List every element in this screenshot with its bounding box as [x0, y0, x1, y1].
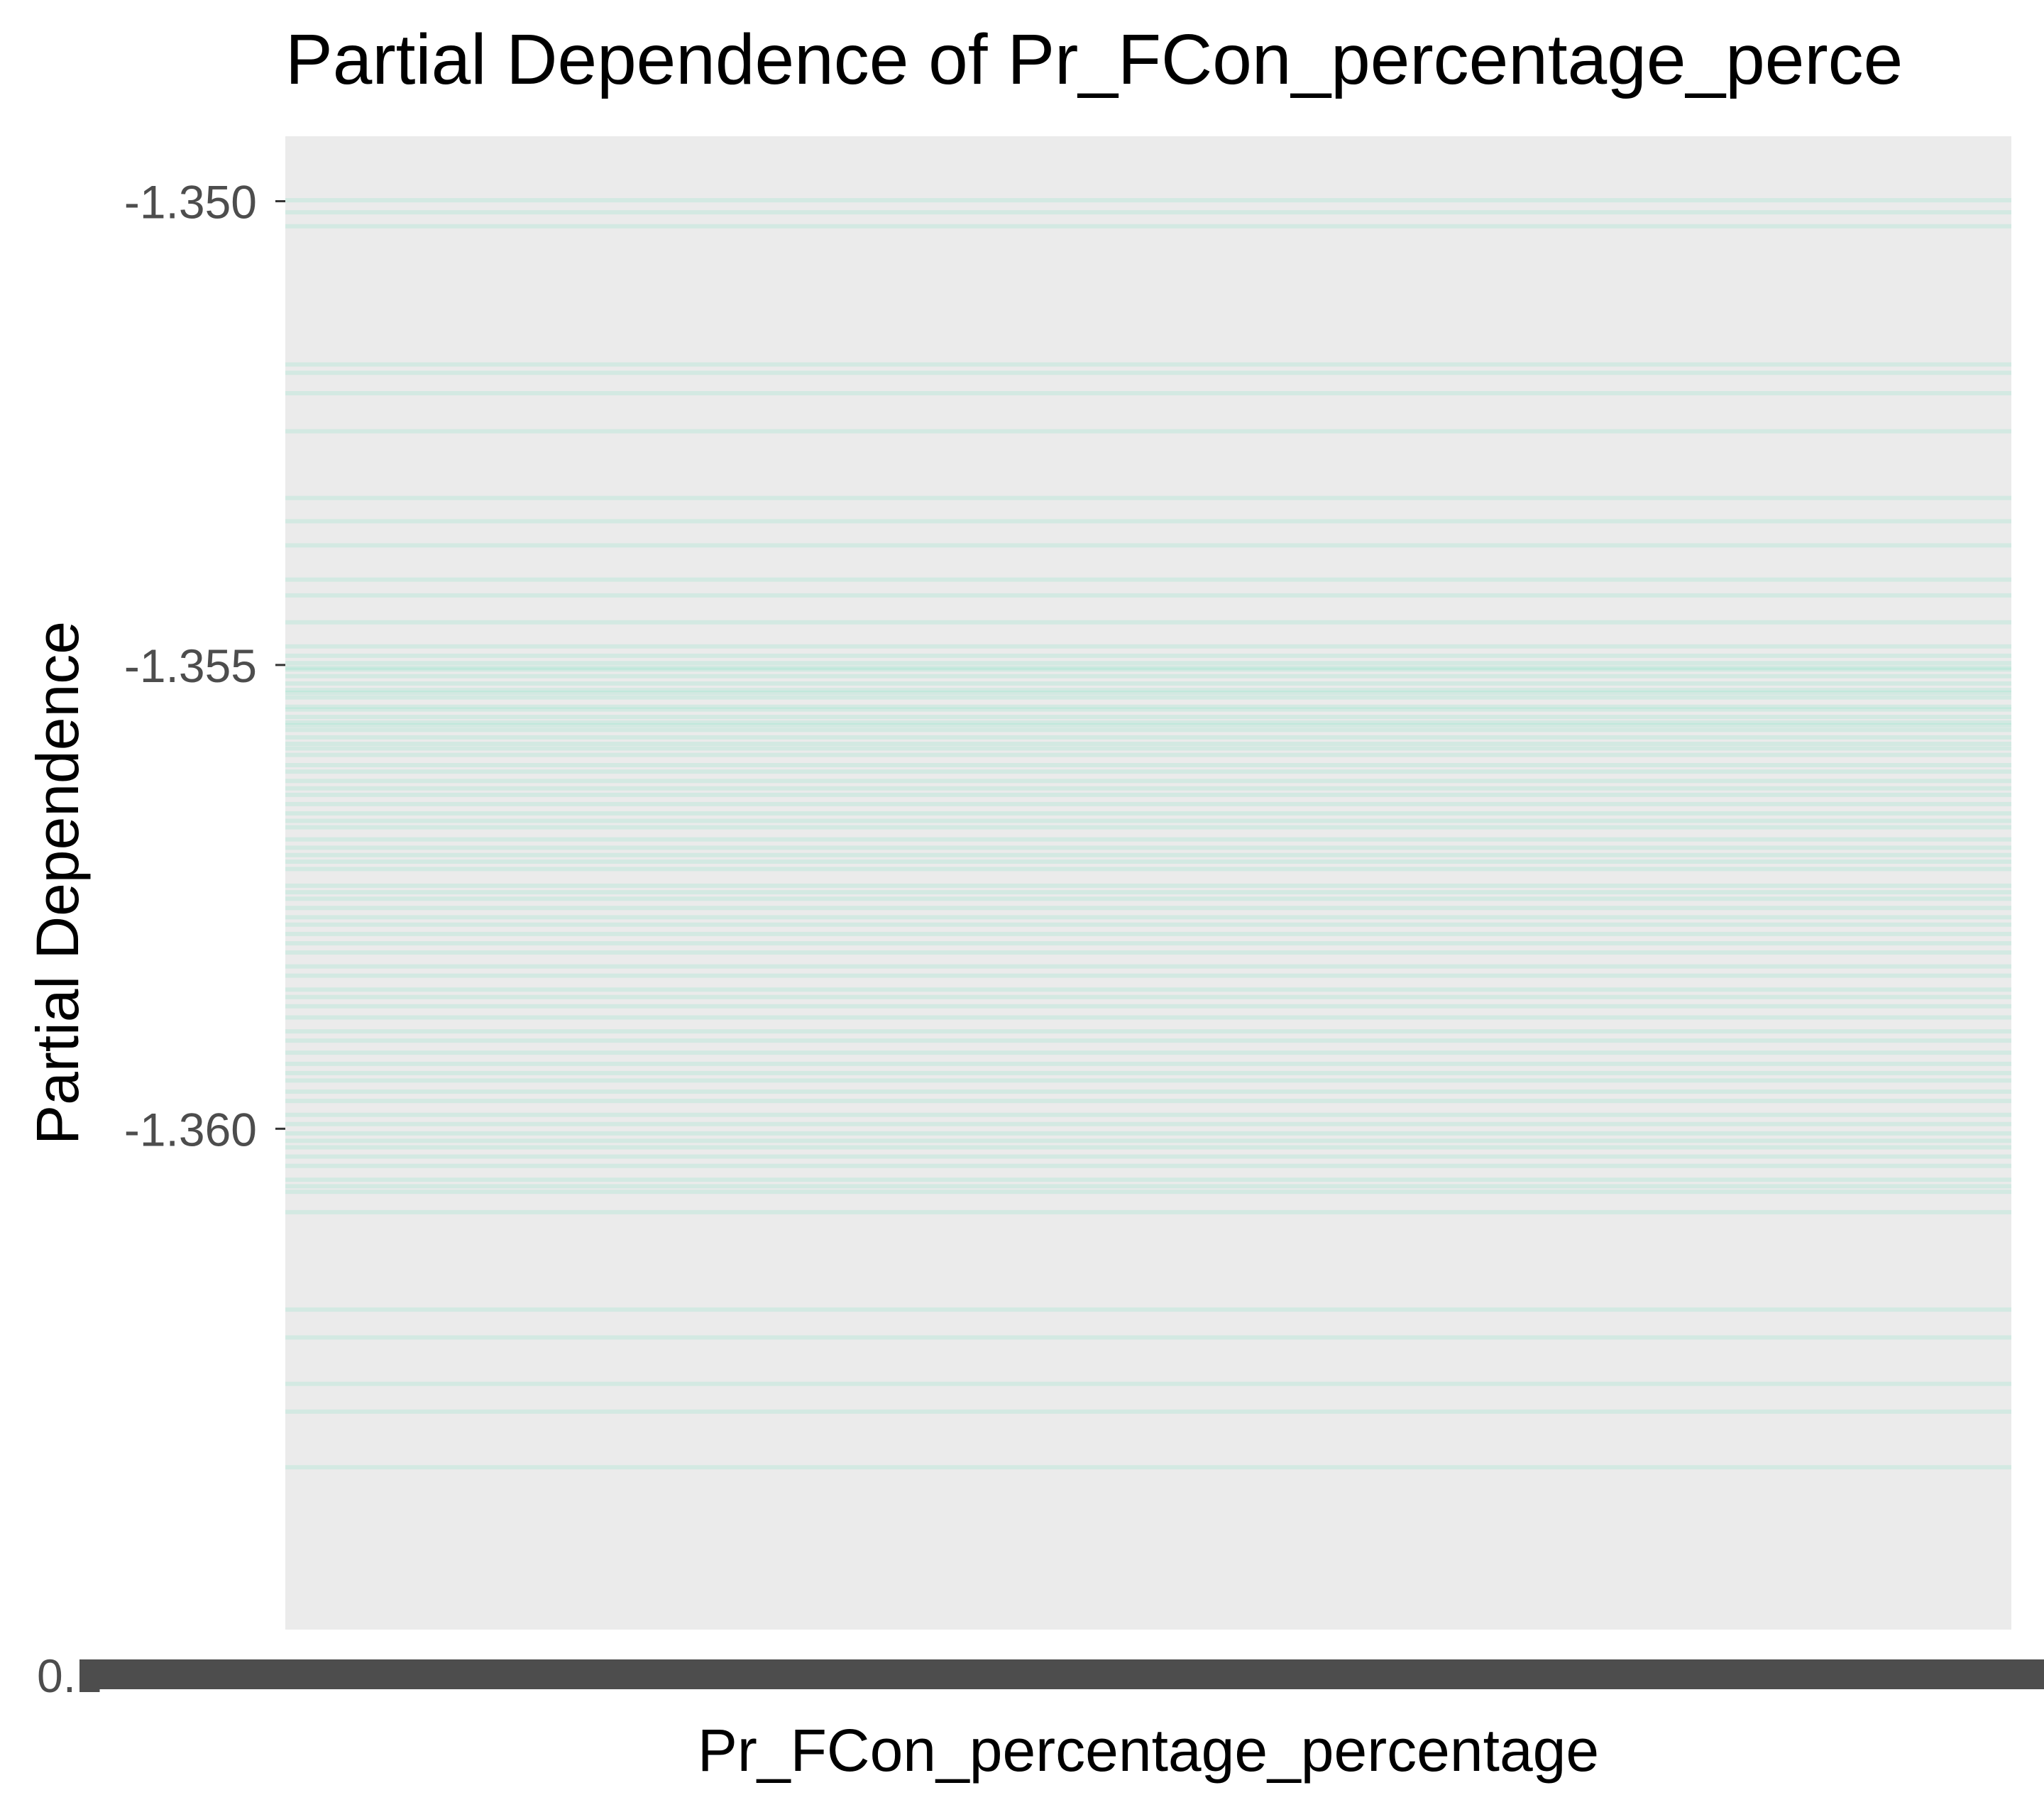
- plot-panel: [285, 136, 2011, 1630]
- x-axis-title: Pr_FCon_percentage_percentage: [698, 1717, 1599, 1784]
- y-axis-title: Partial Dependence: [24, 621, 91, 1145]
- y-tick-label-0: -1.350: [124, 175, 257, 228]
- x-axis-ticks: 0.1: [37, 1649, 2044, 1702]
- chart-title: Partial Dependence of Pr_FCon_percentage…: [285, 20, 1903, 99]
- y-tick-label-1: -1.355: [124, 639, 257, 692]
- series-lines: [285, 198, 2011, 1470]
- y-tick-label-2: -1.360: [124, 1103, 257, 1155]
- y-axis-ticks: -1.350 -1.355 -1.360: [124, 175, 285, 1155]
- x-tick-labels-overlap-band: [79, 1659, 2044, 1689]
